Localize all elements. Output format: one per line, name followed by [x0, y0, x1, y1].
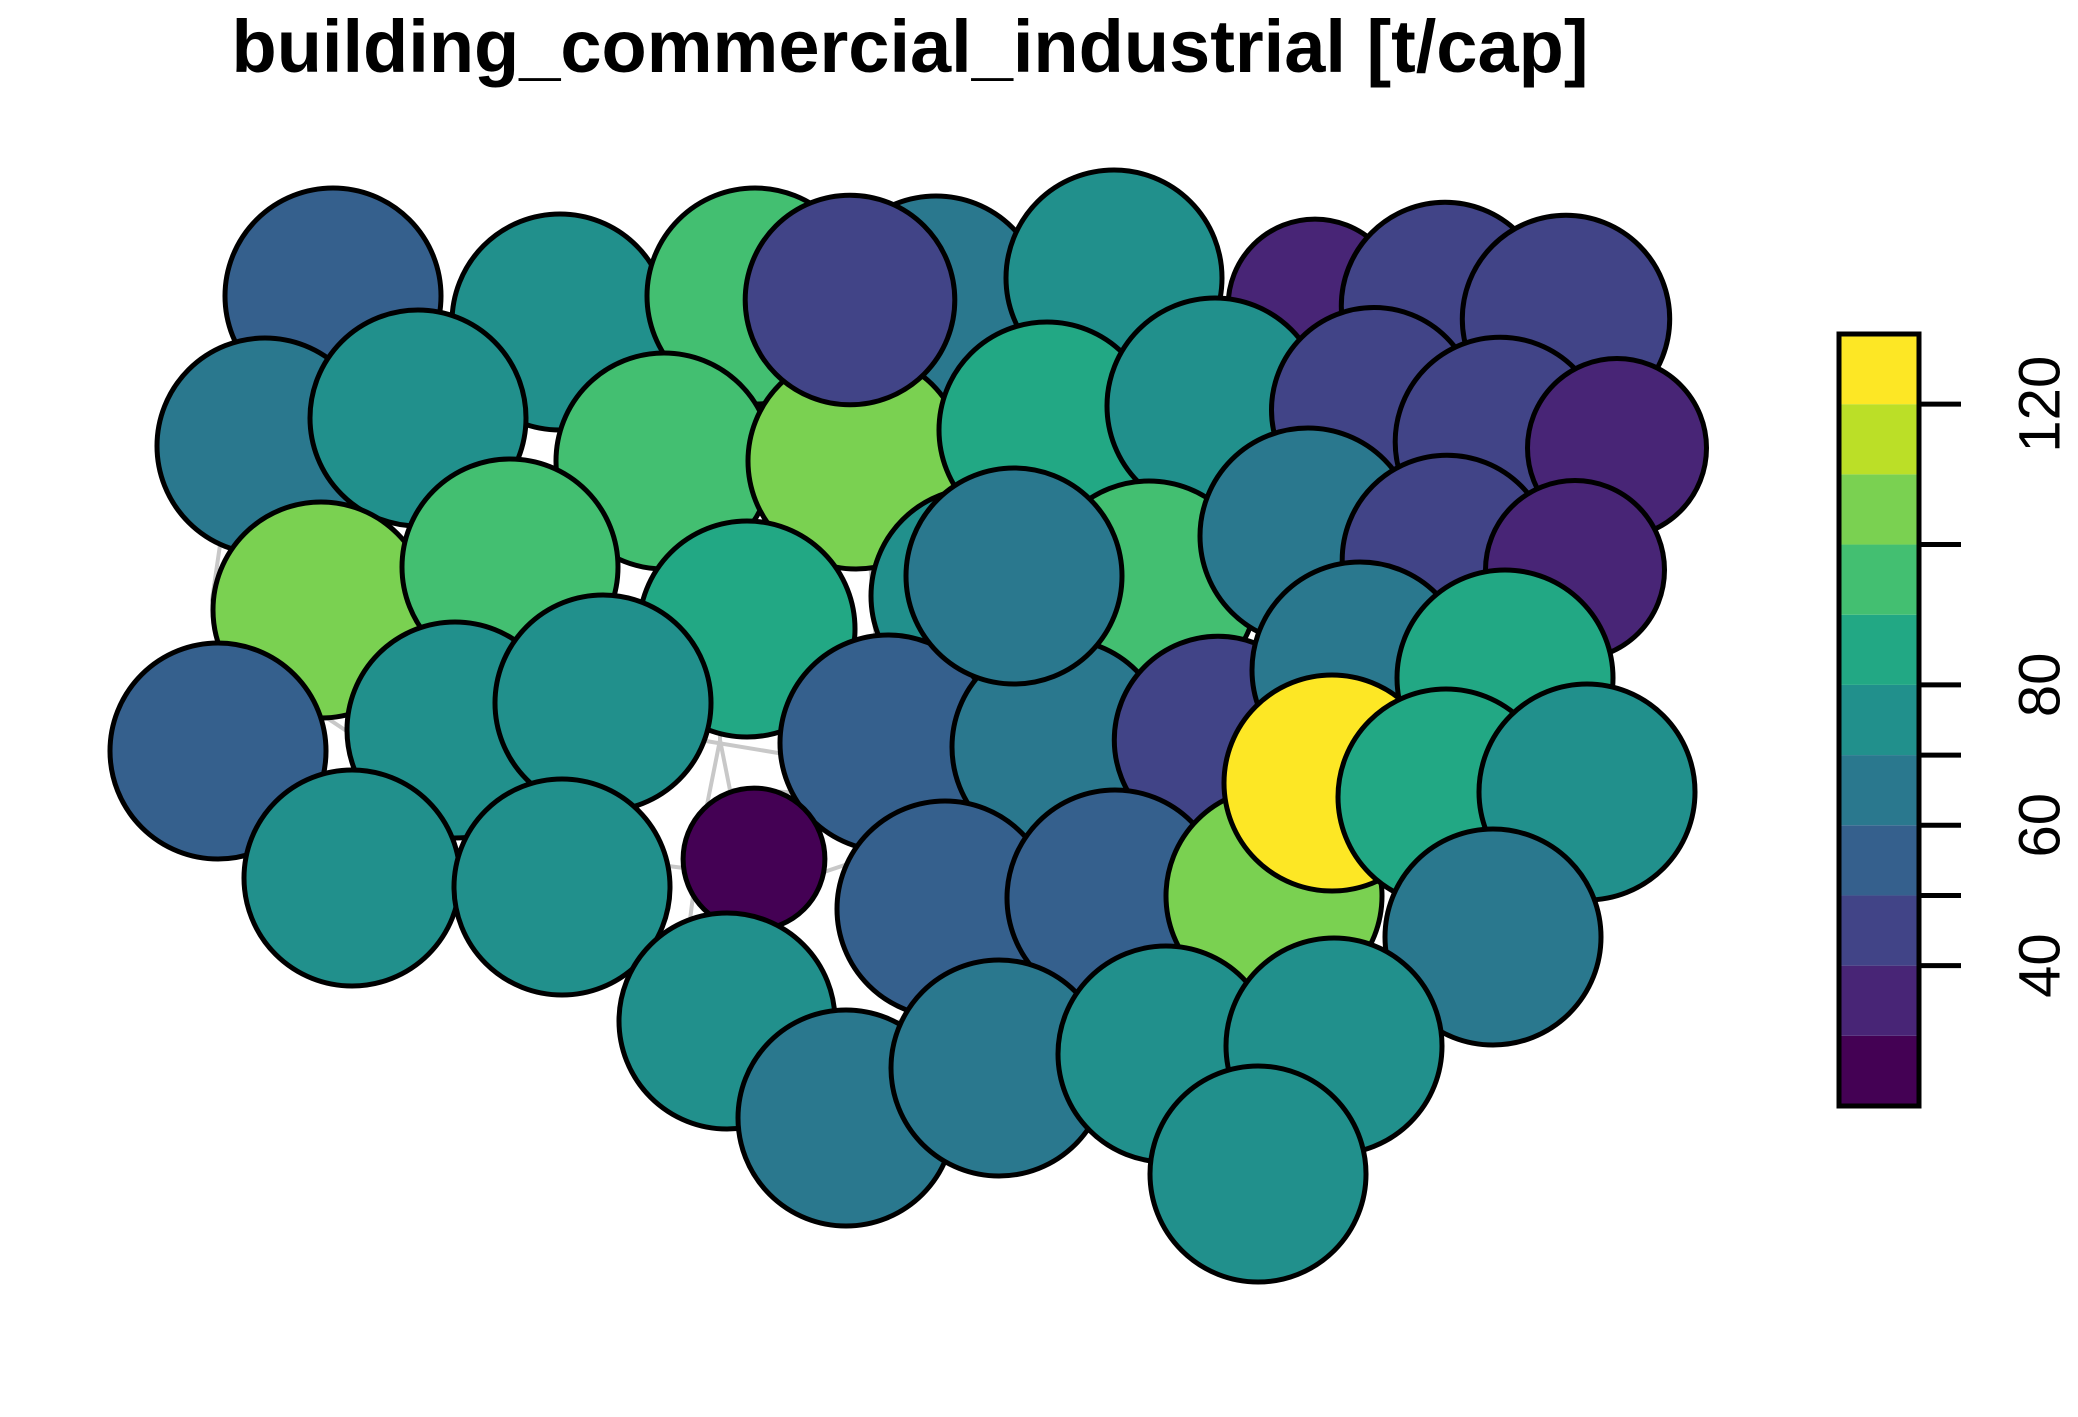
color-legend: 40 60 80 120 [1836, 331, 2073, 1109]
legend-tick-label: 120 [2008, 356, 2073, 453]
legend-bin [1839, 544, 1919, 615]
state-circle [1147, 1063, 1369, 1285]
state-circle [1382, 826, 1604, 1048]
legend-frame [1836, 331, 1922, 1109]
legend-tick-label: 40 [2008, 933, 2073, 998]
legend-tick-label: 80 [2008, 653, 2073, 718]
state-circle [742, 192, 958, 408]
legend-bin [1839, 755, 1919, 826]
state-circle [492, 592, 714, 814]
legend-tick-label: 60 [2008, 793, 2073, 858]
state-circle [241, 767, 463, 989]
legend-bin [1839, 895, 1919, 966]
state-circle [680, 785, 828, 933]
legend-bin [1839, 1035, 1919, 1106]
legend-bin [1839, 404, 1919, 475]
legend-bin [1839, 825, 1919, 896]
chart-title: building_commercial_industrial [t/cap] [232, 5, 1589, 88]
legend-color-bins [1839, 334, 1919, 1106]
legend-ticks: 40 60 80 120 [1919, 356, 2073, 998]
legend-bin [1839, 684, 1919, 756]
state-circles [107, 167, 1709, 1285]
legend-bin [1839, 334, 1919, 405]
legend-bin [1839, 614, 1919, 685]
state-circle [903, 465, 1125, 687]
legend-bin [1839, 965, 1919, 1036]
legend-bin [1839, 474, 1919, 545]
state-circle [451, 776, 673, 998]
